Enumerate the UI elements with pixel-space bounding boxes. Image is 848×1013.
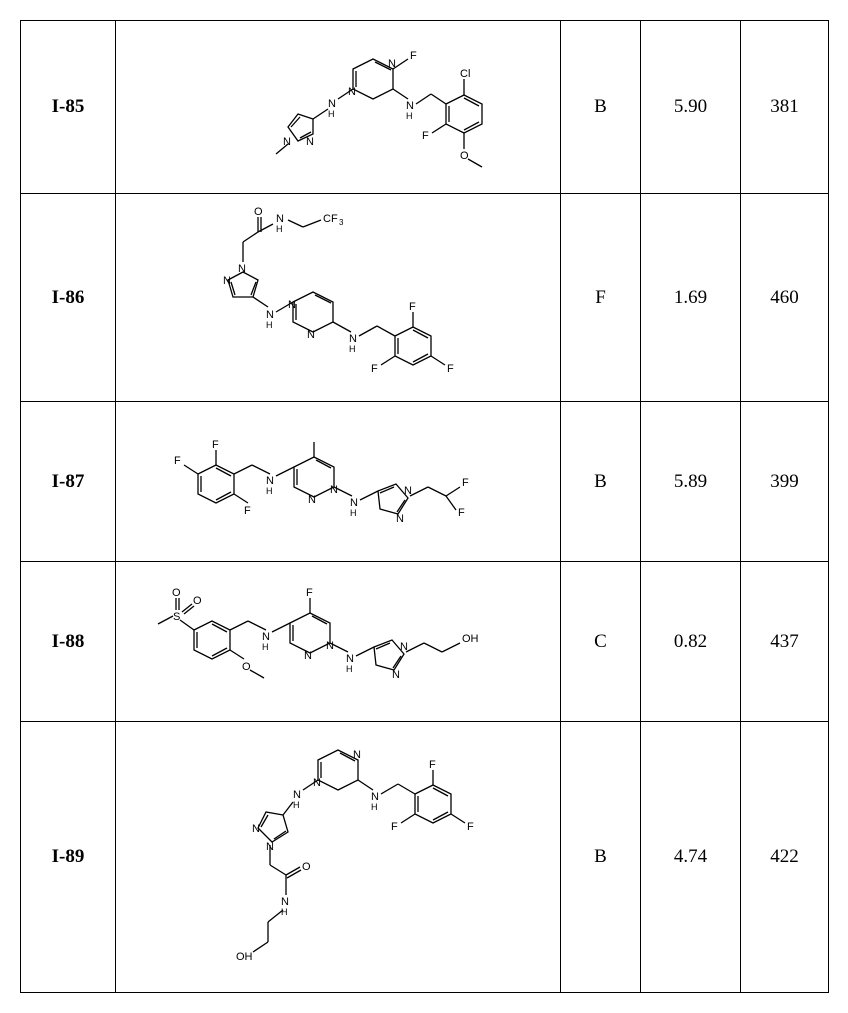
svg-text:F: F [174,455,181,467]
svg-text:F: F [410,50,417,62]
col-d-value: 437 [741,562,829,722]
compound-id: I-85 [21,21,116,194]
compound-id: I-87 [21,402,116,562]
svg-text:H: H [262,642,269,652]
svg-text:N: N [283,136,291,148]
svg-text:F: F [371,363,378,375]
svg-text:F: F [391,821,398,833]
compound-id: I-88 [21,562,116,722]
compound-table: I-85 N N F N H [20,20,829,993]
col-b-value: B [561,402,641,562]
svg-text:H: H [293,800,300,810]
svg-text:OH: OH [462,633,479,645]
svg-text:N: N [353,749,361,761]
svg-text:F: F [447,363,454,375]
col-b-value: F [561,194,641,402]
svg-text:N: N [307,329,315,341]
svg-text:O: O [193,595,202,607]
svg-text:N: N [304,650,312,662]
svg-text:Cl: Cl [460,68,470,80]
svg-text:N: N [306,136,314,148]
table-row: I-87 F F F N H [21,402,829,562]
structure-cell: N N N H N N O [116,722,561,993]
structure-cell: CF 3 N H O N N [116,194,561,402]
svg-text:O: O [254,206,263,218]
table-row: I-85 N N F N H [21,21,829,194]
col-c-value: 1.69 [641,194,741,402]
svg-text:CF: CF [323,213,338,225]
svg-text:N: N [396,513,404,525]
svg-text:N: N [392,669,400,681]
svg-text:S: S [173,611,180,623]
svg-text:F: F [422,130,429,142]
svg-text:O: O [302,861,311,873]
col-d-value: 399 [741,402,829,562]
svg-text:OH: OH [236,951,253,963]
col-d-value: 422 [741,722,829,993]
svg-text:H: H [276,224,283,234]
svg-text:N: N [223,275,231,287]
col-d-value: 460 [741,194,829,402]
molecule-diagram: CF 3 N H O N N [173,202,503,387]
svg-text:H: H [346,664,353,674]
svg-text:N: N [252,823,260,835]
svg-text:F: F [244,505,251,517]
svg-text:F: F [462,477,469,489]
col-b-value: B [561,21,641,194]
molecule-diagram: F F F N H N N [158,414,518,544]
col-b-value: B [561,722,641,993]
structure-cell: S O O O [116,562,561,722]
col-c-value: 4.74 [641,722,741,993]
col-d-value: 381 [741,21,829,194]
svg-text:H: H [350,508,357,518]
table-row: I-86 CF 3 N H O N [21,194,829,402]
svg-text:F: F [212,439,219,451]
svg-text:3: 3 [339,218,344,227]
col-c-value: 5.89 [641,402,741,562]
col-c-value: 5.90 [641,21,741,194]
svg-text:H: H [349,344,356,354]
svg-text:F: F [458,507,465,519]
svg-text:O: O [460,150,469,162]
svg-text:N: N [288,299,296,311]
table-row: I-88 S O O O [21,562,829,722]
svg-text:O: O [172,587,181,599]
svg-text:H: H [281,907,288,917]
svg-text:H: H [371,802,378,812]
svg-text:H: H [266,486,273,496]
compound-id: I-89 [21,722,116,993]
svg-text:O: O [242,661,251,673]
compound-id: I-86 [21,194,116,402]
molecule-diagram: S O O O [138,574,538,704]
svg-text:N: N [330,484,338,496]
svg-text:H: H [266,320,273,330]
svg-text:N: N [326,640,334,652]
svg-text:N: N [308,494,316,506]
col-c-value: 0.82 [641,562,741,722]
molecule-diagram: N N F N H N N [188,29,488,179]
structure-cell: N N F N H N N [116,21,561,194]
molecule-diagram: N N N H N N O [188,730,488,978]
svg-text:H: H [406,111,413,121]
col-b-value: C [561,562,641,722]
structure-cell: F F F N H N N [116,402,561,562]
svg-text:F: F [306,587,313,599]
svg-text:F: F [409,301,416,313]
svg-text:F: F [429,759,436,771]
table-row: I-89 N N N H [21,722,829,993]
svg-text:H: H [328,109,335,119]
svg-text:F: F [467,821,474,833]
